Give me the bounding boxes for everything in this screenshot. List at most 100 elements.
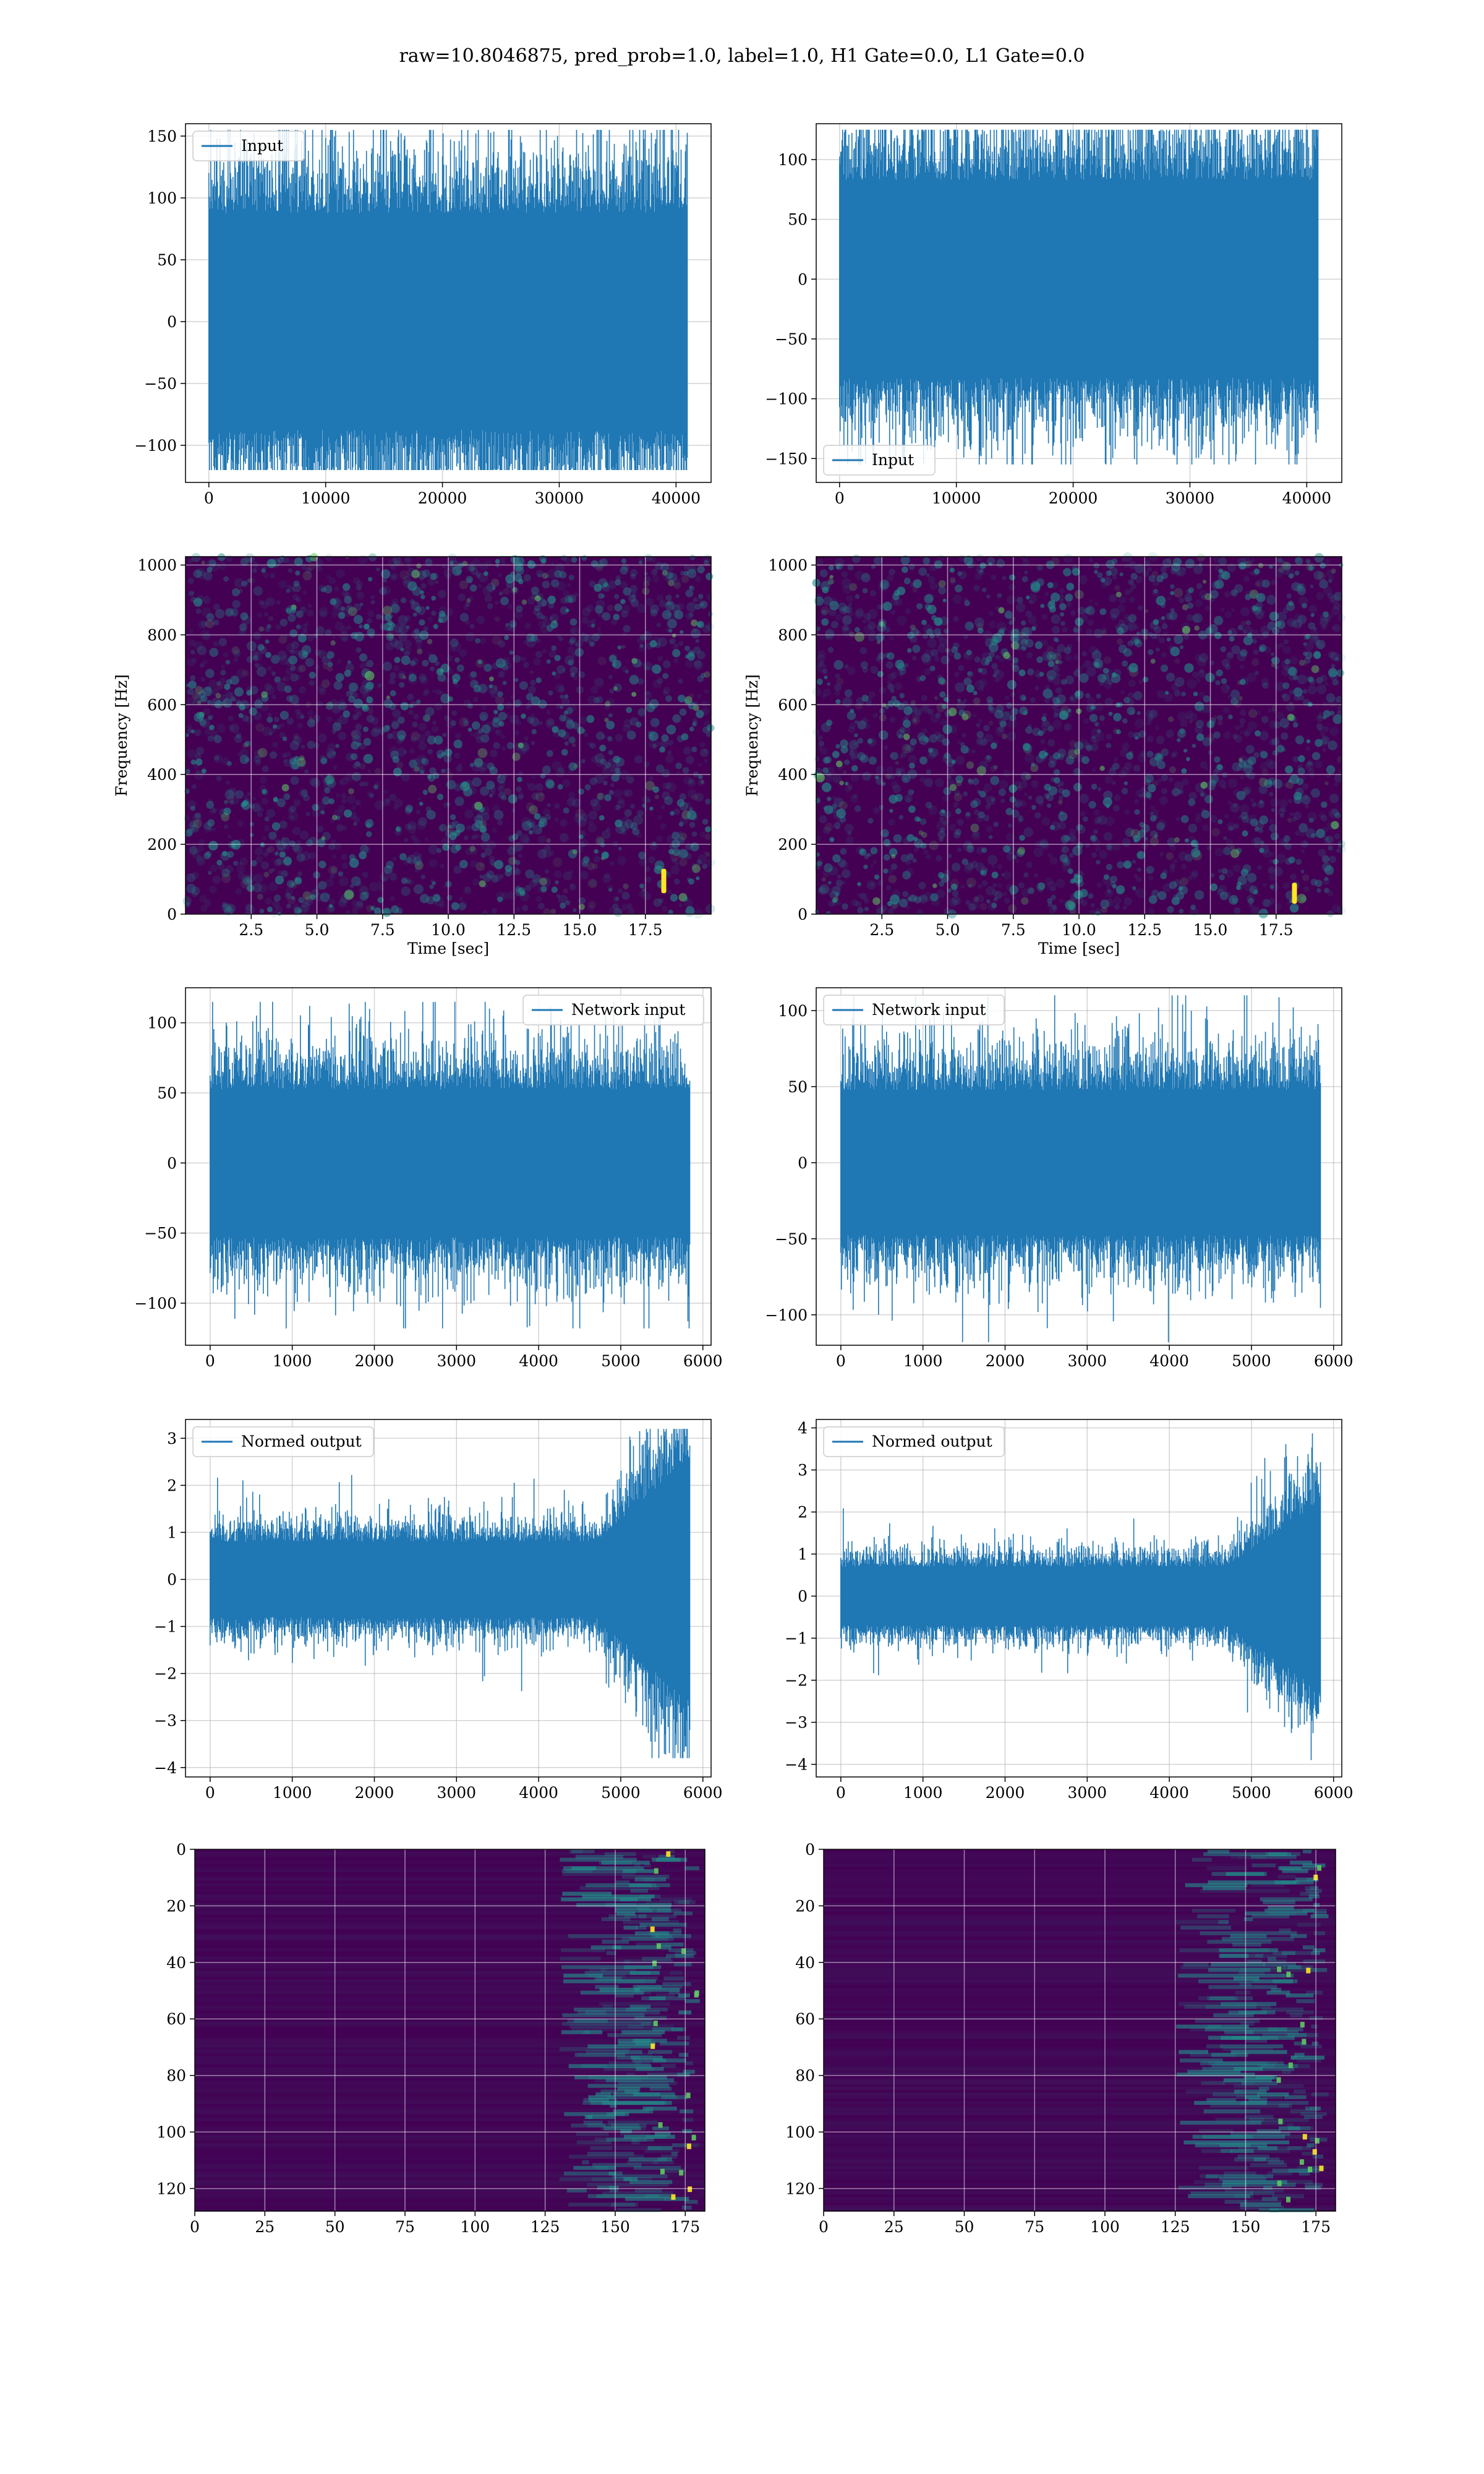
heatmap-cell [539,721,544,726]
heatmap-cell [996,704,1004,713]
heatmap-cell [1067,899,1077,908]
heatmap-cell [231,796,239,805]
heatmap-cell [424,730,431,737]
heatmap-cell [289,760,299,770]
heatmap-cell [1062,627,1068,633]
heatmap-cell [286,643,295,653]
heatmap-cell [502,657,510,665]
heatmap-cell [353,698,364,708]
heatmap-cell [1206,845,1212,850]
heatmap-cell [284,607,289,612]
heatmap-cell [923,624,933,634]
heatmap-cell [660,563,670,571]
heatmap-cell [1156,575,1164,583]
heatmap-cell [1169,766,1176,774]
heatmap-cell [1090,902,1096,908]
heatmap-cell [1320,562,1326,569]
heatmap-cell [440,864,445,868]
heatmap-cell [859,892,867,900]
heatmap-cell [394,623,404,633]
heatmap-cell [1078,575,1088,584]
heatmap-cell [1145,868,1151,874]
heatmap-cell [558,767,565,774]
heatmap-cell [890,688,895,693]
heatmap-cell [323,782,331,790]
heatmap-cell [957,818,964,826]
heatmap-cell [827,682,831,686]
heatmap-cell [870,666,879,674]
heatmap-cell [886,885,892,891]
heatmap-cell [688,585,693,589]
heatmap-cell [482,910,488,916]
heatmap-cell [991,742,997,750]
heatmap-cell [1240,607,1250,617]
heatmap-cell [1286,593,1292,599]
heatmap-cell [816,662,827,672]
heatmap-cell [604,1852,636,1856]
heatmap-cell [587,819,594,826]
heatmap-cell [1209,779,1217,787]
heatmap-cell [281,870,288,878]
heatmap-cell [587,620,595,628]
heatmap-cell [1203,695,1211,703]
heatmap-cell [569,618,578,626]
heatmap-cell [288,807,294,814]
heatmap-cell [697,622,701,627]
heatmap-row [195,1855,705,1858]
heatmap-cell [495,729,503,737]
heatmap-cell [421,758,429,766]
heatmap-row [195,1849,705,1852]
heatmap-cell [459,649,467,657]
heatmap-cell [909,763,915,769]
heatmap-cell [1151,780,1159,787]
heatmap-cell [513,654,521,663]
heatmap-cell [240,748,249,757]
heatmap-cell [1227,800,1232,805]
heatmap-cell [187,749,197,758]
heatmap-cell [1033,873,1038,878]
heatmap-cell [207,700,211,704]
heatmap-cell [610,764,620,774]
heatmap-cell [889,636,895,641]
heatmap-cell [911,709,921,719]
heatmap-cell [628,1883,652,1888]
heatmap-cell [1298,596,1308,606]
heatmap-cell [265,848,271,854]
heatmap-cell [239,862,243,866]
y-tick-label: 0 [167,1154,177,1172]
heatmap-cell [1006,702,1013,709]
heatmap-cell [1089,646,1098,655]
heatmap-cell [482,586,492,596]
heatmap-cell [270,573,275,579]
heatmap-cell [1134,889,1139,894]
heatmap-cell [934,731,942,739]
heatmap-cell [363,726,369,732]
heatmap-cell [290,607,297,613]
heatmap-cell [1261,678,1269,686]
heatmap-cell [526,705,530,710]
heatmap-cell [641,2021,657,2026]
heatmap-cell [882,625,890,633]
heatmap-cell [225,865,234,873]
heatmap-cell [1089,714,1098,722]
heatmap-cell [1161,652,1167,658]
heatmap-cell [844,664,849,669]
heatmap-cell [893,700,900,708]
heatmap-cell [1242,555,1250,563]
heatmap-cell [509,620,517,628]
heatmap-cell [433,735,443,745]
heatmap-cell [1122,788,1128,795]
heatmap-cell [325,747,336,758]
heatmap-cell [979,568,984,574]
heatmap-cell [1083,660,1092,669]
heatmap-cell [422,789,428,795]
heatmap-cell [393,555,401,565]
heatmap-cell [300,714,305,719]
heatmap-cell [362,891,370,899]
heatmap-cell [274,676,281,684]
heatmap-cell [978,737,987,746]
heatmap-cell [407,821,417,830]
heatmap-cell [296,610,304,618]
x-tick-label: 10.0 [431,921,466,939]
heatmap-cell [326,893,331,897]
